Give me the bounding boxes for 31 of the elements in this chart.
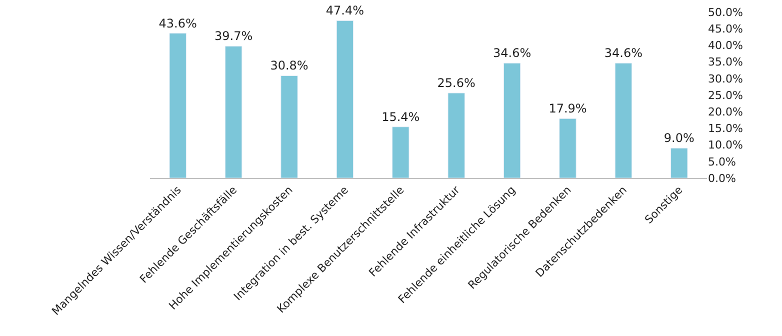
data-label: 30.8% [270, 58, 308, 73]
bar [169, 33, 186, 178]
data-label: 39.7% [214, 29, 253, 44]
data-label: 15.4% [382, 110, 420, 124]
bar [280, 75, 298, 178]
data-label: 17.9% [548, 102, 587, 116]
data-label: 25.6% [437, 76, 476, 90]
bar [614, 62, 632, 178]
bar [224, 46, 242, 178]
y-tick-label: 0.0% [708, 172, 736, 185]
y-tick-label: 45.0% [708, 22, 743, 36]
y-tick-label: 30.0% [708, 72, 743, 86]
y-tick-label: 10.0% [708, 138, 743, 152]
y-tick-label: 50.0% [708, 6, 743, 19]
bar [503, 62, 521, 178]
y-tick-label: 5.0% [708, 155, 736, 168]
bar [392, 126, 410, 178]
data-label: 9.0% [664, 131, 694, 146]
y-tick-label: 20.0% [708, 105, 743, 118]
data-label: 34.6% [604, 46, 643, 60]
y-tick-label: 40.0% [708, 39, 743, 52]
bar [336, 20, 354, 178]
data-label: 34.6% [492, 46, 532, 60]
y-tick-label: 35.0% [708, 56, 743, 69]
y-tick-label: 15.0% [708, 122, 743, 136]
data-label: 43.6% [158, 16, 197, 30]
bar [448, 92, 465, 178]
data-label: 47.4% [326, 4, 364, 18]
bar [559, 118, 576, 178]
y-tick-label: 25.0% [708, 88, 743, 102]
bar [670, 148, 688, 178]
